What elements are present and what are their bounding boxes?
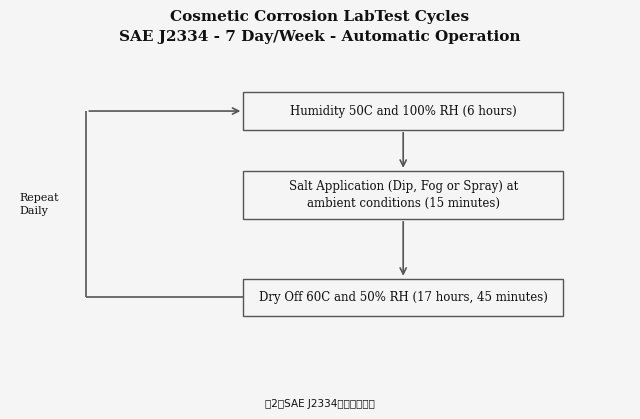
FancyBboxPatch shape bbox=[243, 92, 563, 130]
Text: 图2、SAE J2334腐蝕試驗循環: 图2、SAE J2334腐蝕試驗循環 bbox=[265, 398, 375, 409]
Text: Repeat
Daily: Repeat Daily bbox=[19, 193, 59, 216]
Text: Dry Off 60C and 50% RH (17 hours, 45 minutes): Dry Off 60C and 50% RH (17 hours, 45 min… bbox=[259, 291, 548, 304]
Text: Humidity 50C and 100% RH (6 hours): Humidity 50C and 100% RH (6 hours) bbox=[290, 104, 516, 118]
Text: Cosmetic Corrosion LabTest Cycles
SAE J2334 - 7 Day/Week - Automatic Operation: Cosmetic Corrosion LabTest Cycles SAE J2… bbox=[119, 10, 521, 44]
Text: Salt Application (Dip, Fog or Spray) at
ambient conditions (15 minutes): Salt Application (Dip, Fog or Spray) at … bbox=[289, 180, 518, 210]
FancyBboxPatch shape bbox=[243, 171, 563, 219]
FancyBboxPatch shape bbox=[243, 279, 563, 316]
